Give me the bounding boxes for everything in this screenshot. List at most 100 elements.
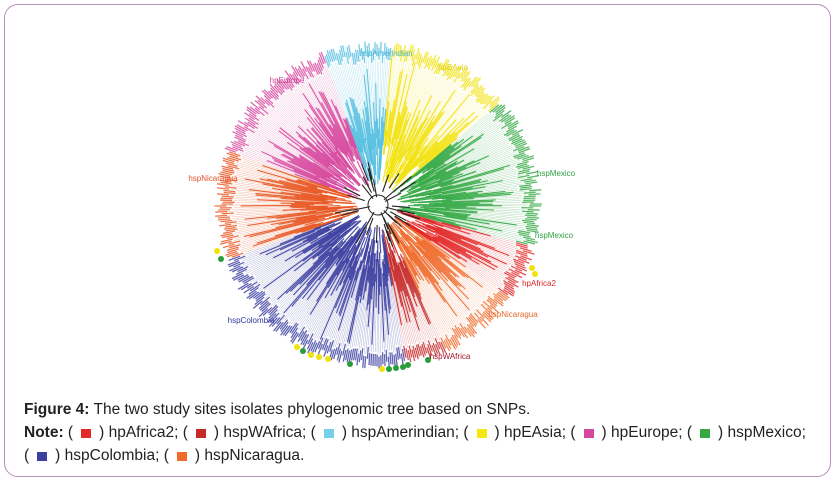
branch: [394, 215, 411, 227]
branch: [350, 98, 366, 155]
branch: [457, 113, 495, 143]
branch: [516, 251, 528, 257]
branch: [390, 63, 406, 139]
branch: [493, 298, 504, 307]
branch: [416, 316, 427, 346]
branch: [508, 133, 520, 140]
branch: [416, 78, 443, 129]
branch: [440, 168, 505, 188]
branch: [460, 327, 469, 339]
branch: [381, 229, 393, 287]
branch: [423, 207, 478, 213]
branch: [397, 184, 453, 201]
branch: [420, 279, 452, 334]
branch: [492, 292, 504, 302]
branch: [390, 58, 398, 111]
branch: [388, 272, 402, 352]
branch: [420, 117, 465, 163]
branch: [431, 240, 502, 289]
branch: [358, 112, 366, 144]
branch: [270, 106, 304, 138]
branch: [281, 312, 284, 317]
branch: [430, 54, 437, 67]
branch: [219, 179, 232, 183]
branch: [363, 74, 373, 150]
branch: [445, 139, 507, 172]
branch: [301, 241, 349, 299]
branch: [434, 56, 441, 69]
branch: [383, 223, 391, 242]
branch: [416, 214, 461, 228]
branch: [276, 209, 337, 220]
branch: [466, 146, 514, 168]
branch: [342, 118, 365, 170]
branch: [330, 152, 361, 187]
branch: [304, 109, 353, 172]
branch: [268, 109, 299, 136]
branch: [243, 218, 319, 238]
clade-label: hspMexico: [537, 169, 576, 178]
branch: [320, 102, 355, 162]
branch: [402, 110, 446, 170]
branch: [406, 70, 425, 121]
branch: [504, 115, 515, 123]
branch: [437, 102, 475, 142]
branch: [333, 151, 348, 169]
branch: [392, 114, 401, 147]
branch: [393, 269, 408, 323]
legend-name: hspAmerindian: [351, 424, 455, 441]
branch: [449, 272, 486, 307]
branch: [313, 290, 337, 337]
branch: [456, 315, 464, 326]
branch: [401, 306, 412, 348]
branch: [515, 265, 528, 272]
branch: [291, 74, 300, 85]
branch: [267, 313, 277, 323]
branch: [356, 353, 360, 366]
branch: [474, 84, 483, 95]
branch: [224, 147, 237, 153]
branch: [220, 238, 233, 243]
branch: [339, 270, 357, 317]
branch: [382, 261, 390, 335]
branch: [390, 249, 411, 313]
branch: [482, 186, 518, 192]
branch: [231, 207, 292, 210]
branch: [397, 146, 422, 178]
branch: [321, 141, 340, 163]
branch: [451, 196, 522, 202]
branch: [398, 262, 408, 284]
branch: [488, 102, 499, 112]
branch: [402, 260, 432, 324]
branch: [361, 163, 369, 182]
branch: [362, 61, 365, 75]
branch: [281, 78, 290, 90]
branch: [506, 129, 518, 137]
branch: [217, 187, 230, 190]
branch: [252, 290, 264, 299]
branch: [249, 260, 285, 283]
branch: [475, 158, 513, 172]
branch: [327, 227, 365, 288]
branch: [250, 101, 261, 111]
branch: [427, 212, 490, 225]
branch: [245, 151, 267, 161]
branch: [360, 47, 364, 60]
branch: [283, 184, 323, 194]
branch: [434, 230, 507, 265]
branch: [345, 244, 357, 264]
branch: [354, 49, 358, 62]
branch: [392, 121, 433, 183]
branch: [248, 113, 260, 122]
branch: [383, 62, 389, 122]
branch: [494, 269, 507, 277]
branch: [400, 58, 404, 72]
branch: [247, 281, 258, 289]
branch: [229, 155, 242, 161]
branch: [395, 71, 428, 159]
branch: [274, 105, 317, 146]
branch: [424, 88, 471, 146]
branch: [383, 187, 398, 201]
branch: [342, 259, 365, 350]
branch: [329, 124, 367, 186]
